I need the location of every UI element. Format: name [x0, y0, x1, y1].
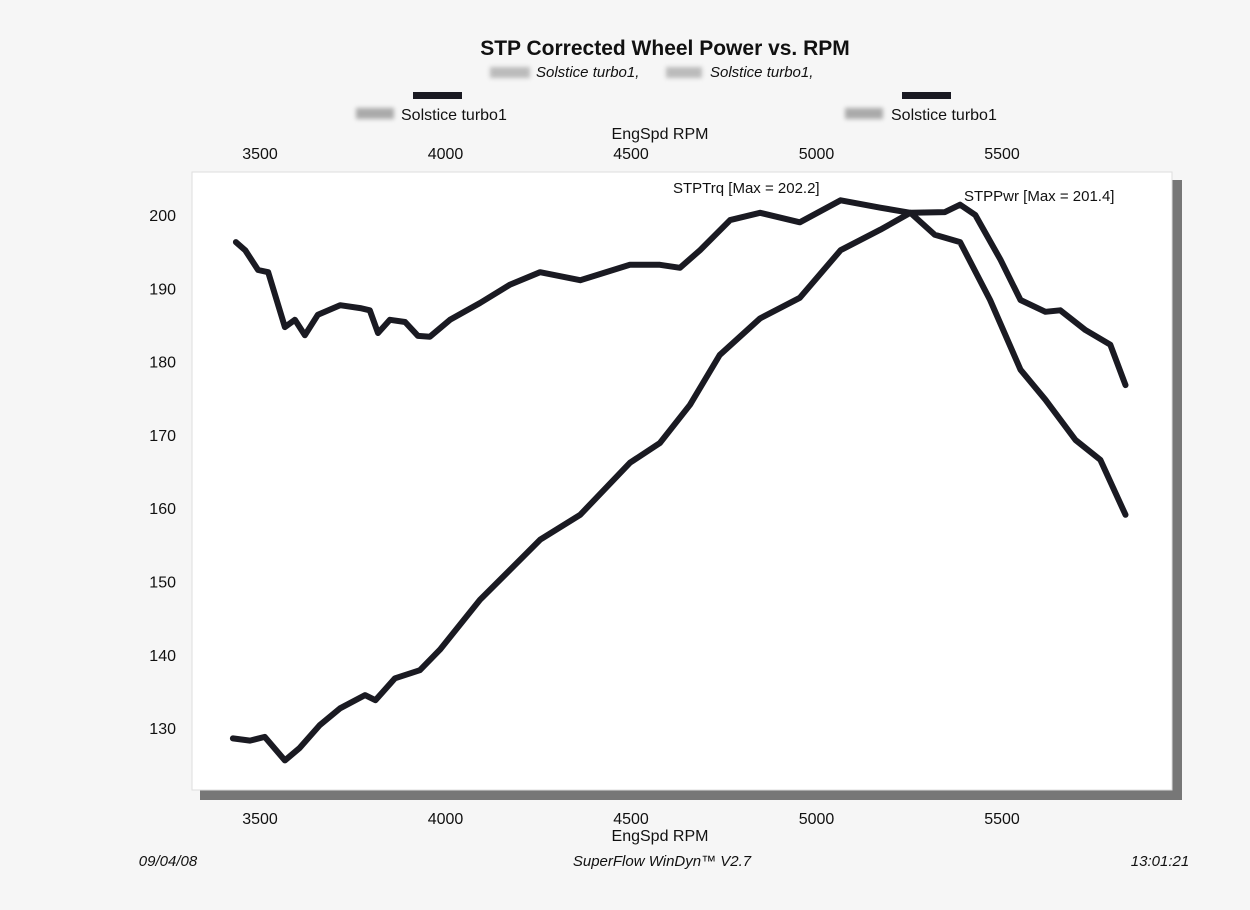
legend-swatch-2 — [902, 92, 951, 99]
y-tick-label: 160 — [149, 501, 176, 518]
chart-subtitle: Solstice turbo1, Solstice turbo1, — [490, 64, 813, 81]
redacted-blur — [356, 108, 394, 119]
x-tick-label-bottom: 5500 — [984, 811, 1020, 828]
x-tick-label-bottom: 4000 — [428, 811, 464, 828]
x-tick-label-top: 3500 — [242, 146, 278, 163]
chart-title: STP Corrected Wheel Power vs. RPM — [480, 37, 850, 60]
x-tick-label-bottom: 5000 — [799, 811, 835, 828]
redacted-blur — [845, 108, 883, 119]
redacted-blur — [490, 67, 530, 78]
subtitle-part-1: Solstice turbo1, — [536, 64, 639, 81]
power-max-annotation: STPPwr [Max = 201.4] — [964, 188, 1114, 205]
subtitle-part-2: Solstice turbo1, — [710, 64, 813, 81]
redacted-blur — [666, 67, 702, 78]
series-line-stptrq — [232, 197, 1129, 389]
y-tick-label: 130 — [149, 721, 176, 738]
legend-label-1: Solstice turbo1 — [401, 107, 507, 124]
legend-swatch-1 — [413, 92, 462, 99]
torque-max-annotation: STPTrq [Max = 202.2] — [673, 180, 820, 197]
y-tick-label: 180 — [149, 355, 176, 372]
x-tick-label-top: 4500 — [613, 146, 649, 163]
x-tick-label-bottom: 3500 — [242, 811, 278, 828]
x-axis-label-top: EngSpd RPM — [612, 126, 709, 143]
y-tick-label: 150 — [149, 575, 176, 592]
y-tick-label: 200 — [149, 208, 176, 225]
footer-date: 09/04/08 — [139, 853, 198, 870]
y-tick-label: 170 — [149, 428, 176, 445]
y-tick-label: 190 — [149, 281, 176, 298]
legend: Solstice turbo1 Solstice turbo1 — [356, 92, 997, 124]
legend-label-2: Solstice turbo1 — [891, 107, 997, 124]
y-tick-label: 140 — [149, 648, 176, 665]
series-line-stppwr — [229, 209, 1129, 764]
x-tick-label-bottom: 4500 — [613, 811, 649, 828]
footer-software: SuperFlow WinDyn™ V2.7 — [573, 853, 752, 870]
footer-time: 13:01:21 — [1131, 853, 1189, 870]
x-tick-label-top: 5500 — [984, 146, 1020, 163]
x-tick-label-top: 4000 — [428, 146, 464, 163]
x-tick-label-top: 5000 — [799, 146, 835, 163]
x-axis-label-bottom: EngSpd RPM — [612, 828, 709, 845]
